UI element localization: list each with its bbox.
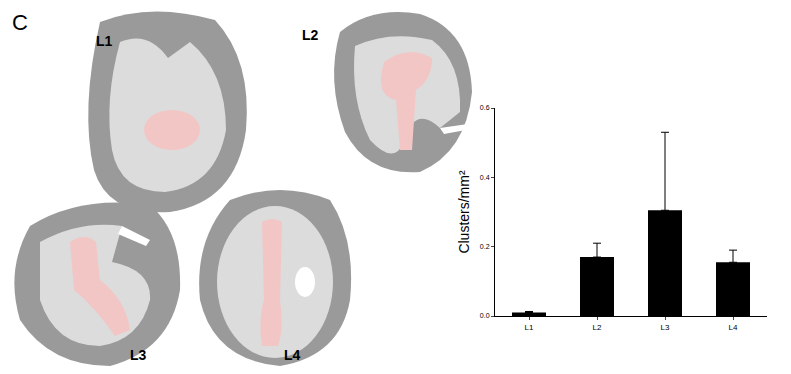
svg-text:0.0: 0.0: [480, 312, 490, 319]
svg-text:Clusters/mm²: Clusters/mm²: [456, 170, 472, 254]
svg-text:L4: L4: [729, 323, 738, 332]
svg-text:L3: L3: [130, 347, 147, 363]
svg-text:L3: L3: [661, 323, 670, 332]
svg-text:L1: L1: [96, 33, 113, 49]
svg-text:0.4: 0.4: [480, 174, 490, 181]
svg-text:0.2: 0.2: [480, 243, 490, 250]
svg-text:L2: L2: [302, 27, 319, 43]
svg-text:L4: L4: [284, 347, 301, 363]
svg-text:C: C: [12, 10, 28, 35]
svg-text:0.6: 0.6: [480, 104, 490, 111]
svg-text:L1: L1: [525, 323, 534, 332]
svg-text:L2: L2: [593, 323, 602, 332]
